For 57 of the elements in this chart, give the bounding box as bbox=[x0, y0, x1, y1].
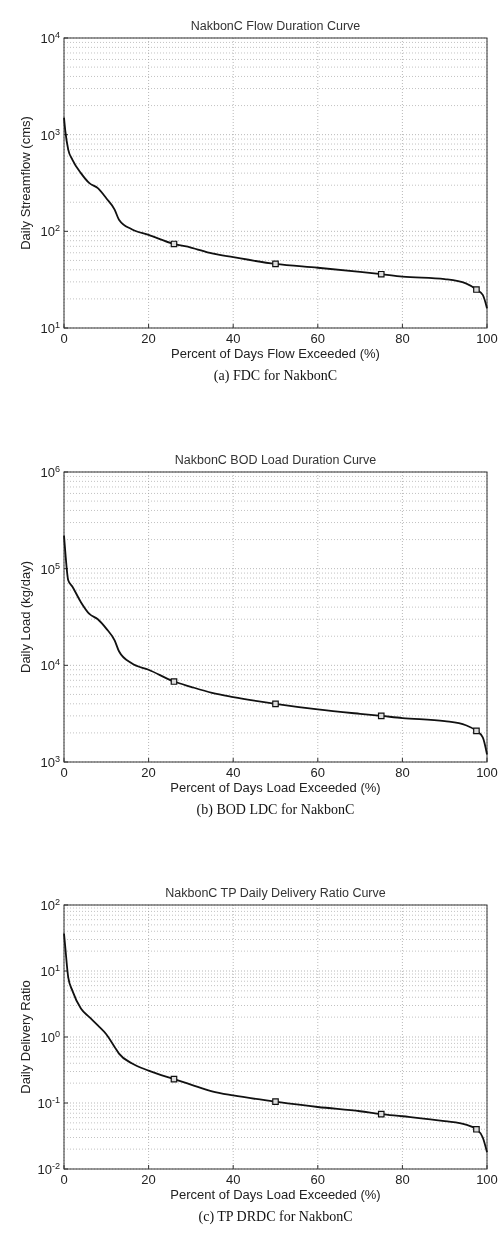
y-axis-title: Daily Load (kg/day) bbox=[18, 561, 33, 673]
x-tick-label: 80 bbox=[395, 1172, 410, 1187]
point bbox=[170, 678, 178, 685]
x-axis-title: Percent of Days Flow Exceeded (%) bbox=[171, 346, 380, 361]
x-tick-label: 80 bbox=[395, 331, 410, 346]
x-tick-label: 0 bbox=[60, 331, 68, 346]
x-axis-title: Percent of Days Load Exceeded (%) bbox=[170, 780, 381, 795]
x-axis-title: Percent of Days Load Exceeded (%) bbox=[170, 1187, 381, 1202]
y-tick-label: 10$^{4}$ bbox=[40, 30, 60, 46]
y-tick-label: 10$^{-1}$ bbox=[37, 1095, 60, 1111]
x-tick-label: 20 bbox=[141, 1172, 156, 1187]
x-tick-label: 100 bbox=[476, 765, 498, 780]
chart-title: NakbonC Flow Duration Curve bbox=[190, 19, 361, 33]
chart-title: NakbonC BOD Load Duration Curve bbox=[174, 453, 377, 467]
x-tick-label: 80 bbox=[395, 765, 410, 780]
x-tick-label: 0 bbox=[60, 765, 68, 780]
y-tick-label: 10$^{2}$ bbox=[40, 223, 60, 240]
x-tick-label: 40 bbox=[225, 331, 241, 346]
line-series bbox=[63, 116, 488, 310]
x-tick-label: 60 bbox=[310, 331, 326, 346]
x-tick-label: 60 bbox=[310, 765, 326, 780]
y-tick-label: 10$^{1}$ bbox=[40, 320, 60, 336]
y-tick-label: 10$^{3}$ bbox=[40, 754, 60, 770]
y-tick-label: 10$^{6}$ bbox=[40, 464, 60, 480]
point bbox=[473, 727, 480, 735]
point bbox=[377, 270, 385, 278]
y-tick-label: 10$^{2}$ bbox=[40, 897, 60, 913]
x-tick-label: 40 bbox=[225, 765, 241, 780]
y-axis-title: Daily Streamflow (cms) bbox=[18, 116, 33, 250]
line-series bbox=[63, 534, 488, 756]
point bbox=[473, 286, 480, 293]
text: (a) FDC for NakbonC bbox=[213, 368, 338, 384]
y-tick-label: 10$^{3}$ bbox=[40, 126, 60, 143]
y-tick-label: 10$^{0}$ bbox=[40, 1029, 60, 1045]
point bbox=[377, 712, 385, 720]
text: (c) TP DRDC for NakbonC bbox=[198, 1209, 353, 1225]
y-tick-label: 10$^{5}$ bbox=[40, 560, 60, 577]
point bbox=[473, 1125, 480, 1133]
point bbox=[272, 260, 279, 268]
x-tick-label: 20 bbox=[141, 765, 156, 780]
x-tick-label: 40 bbox=[225, 1172, 241, 1187]
point bbox=[272, 1098, 279, 1105]
x-tick-label: 0 bbox=[60, 1172, 68, 1187]
chart-title: NakbonC TP Daily Delivery Ratio Curve bbox=[165, 886, 386, 900]
point bbox=[272, 700, 279, 708]
line-series bbox=[63, 932, 488, 1154]
point bbox=[377, 1110, 385, 1118]
x-tick-label: 60 bbox=[310, 1172, 326, 1187]
y-tick-label: 10$^{4}$ bbox=[40, 657, 60, 674]
point bbox=[170, 1075, 178, 1083]
x-tick-label: 100 bbox=[476, 1172, 498, 1187]
x-tick-label: 20 bbox=[141, 331, 156, 346]
y-tick-label: 10$^{1}$ bbox=[40, 963, 60, 979]
x-tick-label: 100 bbox=[476, 331, 498, 346]
y-axis-title: Daily Delivery Ratio bbox=[18, 980, 33, 1094]
y-tick-label: 10$^{-2}$ bbox=[37, 1161, 60, 1177]
text: (b) BOD LDC for NakbonC bbox=[196, 802, 355, 818]
